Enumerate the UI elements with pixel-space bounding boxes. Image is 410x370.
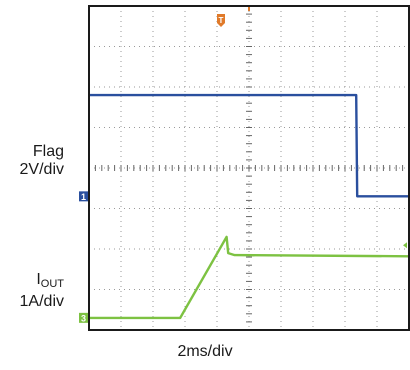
iout-channel-label: IOUT 1A/div <box>0 271 64 311</box>
iout-channel-name: IOUT <box>0 271 64 293</box>
trigger-marker-shape <box>217 14 225 27</box>
flag-channel-scale: 2V/div <box>19 161 64 178</box>
grid <box>89 6 409 330</box>
trigger-marker-letter: T <box>219 16 224 25</box>
flag-marker-number: 1 <box>81 192 86 202</box>
flag-channel-marker: 1 <box>79 191 88 202</box>
flag-channel-name: Flag <box>32 143 64 160</box>
channel-markers: 1 3 T <box>79 6 407 323</box>
flag-trace <box>89 93 409 198</box>
iout-marker-number: 3 <box>81 313 86 323</box>
iout-main-text: I <box>36 271 41 288</box>
iout-marker-shape <box>79 312 88 323</box>
flag-channel-label: Flag 2V/div <box>0 143 64 179</box>
iout-channel-marker: 3 <box>79 312 88 323</box>
iout-subscript: OUT <box>40 278 64 290</box>
traces <box>89 93 410 320</box>
iout-channel-scale: 1A/div <box>19 293 64 310</box>
x-axis-timebase-label: 2ms/div <box>177 343 233 360</box>
flag-marker-shape <box>79 191 88 202</box>
plot-frame <box>88 5 410 331</box>
trigger-marker: T <box>217 14 225 27</box>
iout-right-indicator <box>403 242 407 249</box>
iout-trace <box>89 235 410 320</box>
